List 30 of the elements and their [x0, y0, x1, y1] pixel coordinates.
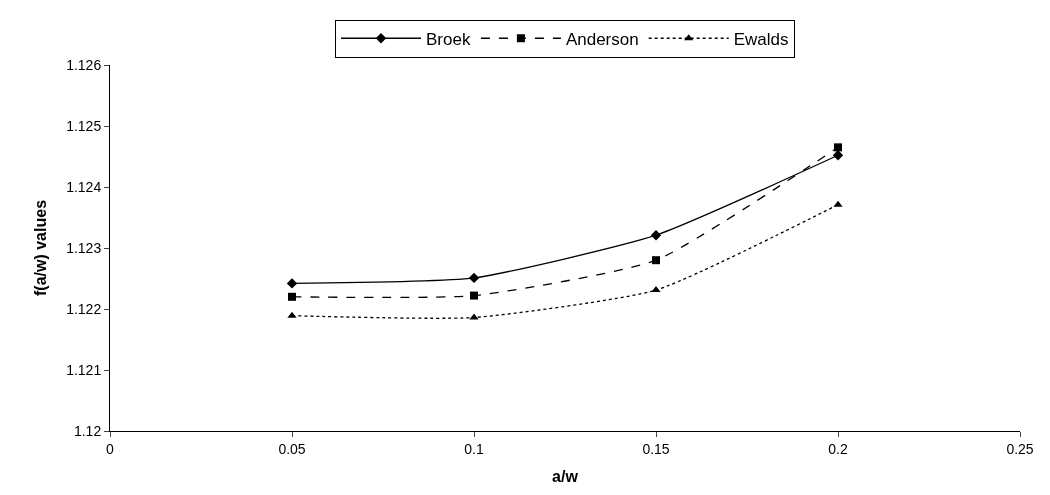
y-tick-label: 1.121 — [66, 361, 102, 378]
x-tick-label: 0.1 — [464, 440, 484, 457]
point — [650, 229, 662, 241]
x-tick-label: 0 — [106, 440, 115, 457]
point — [468, 272, 480, 284]
point — [286, 278, 298, 289]
point — [288, 292, 296, 301]
legend-label: Broek — [426, 29, 471, 49]
x-axis-title: a/w — [552, 468, 579, 486]
point — [470, 291, 478, 300]
point — [834, 143, 842, 152]
x-tick-label: 0.05 — [278, 440, 306, 457]
x-tick-label: 0.25 — [1006, 440, 1034, 457]
y-axis-title: f(a/w) values — [32, 199, 50, 297]
point — [651, 286, 661, 293]
x-tick-label: 0.2 — [828, 440, 848, 457]
legend-label: Ewalds — [733, 29, 789, 49]
legend-label: Anderson — [565, 29, 639, 49]
y-tick-label: 1.122 — [66, 300, 102, 317]
x-tick-label: 0.15 — [642, 440, 670, 457]
y-tick-label: 1.125 — [66, 117, 102, 134]
y-tick-label: 1.126 — [66, 56, 102, 73]
y-tick-label: 1.123 — [66, 239, 102, 256]
point — [469, 313, 479, 320]
point — [287, 311, 297, 318]
point — [833, 200, 843, 207]
y-tick-label: 1.12 — [73, 422, 102, 439]
point — [652, 256, 660, 265]
y-tick-label: 1.124 — [66, 178, 102, 195]
point — [832, 150, 844, 161]
